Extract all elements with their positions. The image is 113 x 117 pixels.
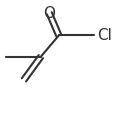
Text: O: O [43,6,55,21]
Text: Cl: Cl [96,28,111,43]
